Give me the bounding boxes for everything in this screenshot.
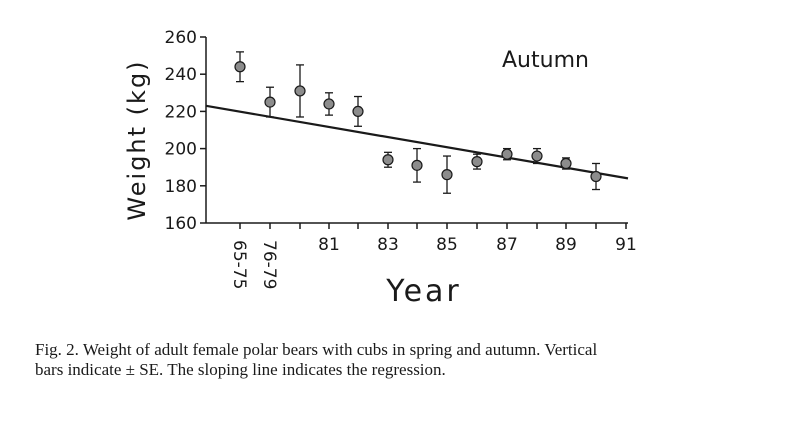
data-points (234, 51, 602, 194)
data-point (234, 61, 246, 73)
x-tick-label: 85 (436, 235, 458, 255)
caption-line-1: Fig. 2. Weight of adult female polar bea… (35, 340, 598, 359)
data-point-group (382, 151, 394, 168)
y-axis-ticks: 160 180 200 220 240 260 (165, 28, 206, 234)
data-point (531, 150, 543, 162)
y-tick-label: 240 (165, 65, 197, 85)
x-tick-label: 91 (615, 235, 637, 255)
data-point (323, 98, 335, 110)
panel-label: Autumn (502, 48, 589, 73)
x-tick-label: 81 (318, 235, 340, 255)
x-tick-label: 83 (377, 235, 399, 255)
y-tick-label: 200 (165, 140, 197, 160)
y-tick-label: 260 (165, 28, 197, 48)
data-point-group (531, 147, 543, 165)
data-point-group (471, 153, 483, 170)
data-point (590, 170, 602, 183)
data-point-group (234, 51, 246, 83)
x-tick-label: 76-79 (259, 240, 279, 289)
data-point-group (411, 147, 423, 183)
data-point-group (323, 92, 335, 116)
data-point-group (264, 86, 276, 118)
data-point-group (294, 64, 306, 118)
caption-line-2: bars indicate ± SE. The sloping line ind… (35, 360, 446, 379)
data-point (411, 159, 423, 171)
data-point (382, 154, 394, 166)
figure-caption: Fig. 2. Weight of adult female polar bea… (35, 340, 785, 380)
y-tick-label: 160 (165, 214, 197, 234)
data-point-group (501, 147, 513, 161)
x-tick-label: 65-75 (229, 240, 249, 289)
x-tick-label: 89 (555, 235, 577, 255)
data-point (471, 156, 483, 168)
y-tick-label: 220 (165, 102, 197, 122)
data-point-group (590, 162, 602, 191)
regression-line (205, 104, 629, 180)
data-point (441, 169, 453, 181)
data-point-group (352, 95, 364, 127)
x-axis-ticks: 65-75 76-79 81 83 85 87 89 91 (229, 223, 637, 289)
data-point-group (560, 157, 572, 170)
data-point (264, 96, 276, 108)
data-point (560, 157, 572, 170)
y-axis-title: Weight (kg) (123, 59, 151, 220)
data-point (501, 148, 513, 160)
regression-line-group (205, 104, 629, 180)
x-axis-title: Year (385, 274, 462, 309)
x-tick-label: 87 (496, 235, 518, 255)
data-point-group (441, 155, 453, 194)
data-point (294, 85, 306, 97)
data-point (352, 105, 364, 118)
y-tick-label: 180 (165, 177, 197, 197)
